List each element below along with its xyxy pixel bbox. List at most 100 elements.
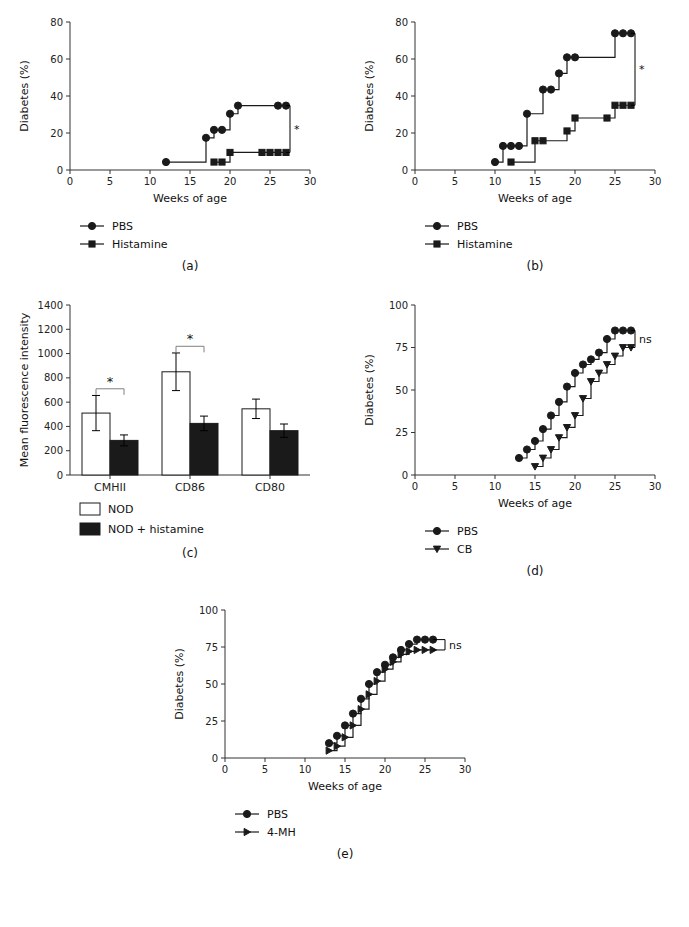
x-tick <box>495 475 496 479</box>
x-tick-label: 30 <box>304 176 317 187</box>
x-tick <box>655 170 656 174</box>
error-bar <box>172 353 180 391</box>
annotation: * <box>187 331 194 346</box>
point <box>564 128 570 134</box>
series-line <box>535 348 631 467</box>
significance-bracket <box>176 346 204 352</box>
point <box>210 126 217 133</box>
x-axis-label: Weeks of age <box>308 780 382 793</box>
x-tick <box>535 170 536 174</box>
point <box>547 86 554 93</box>
point <box>341 722 348 729</box>
point <box>612 102 618 108</box>
point <box>358 706 364 713</box>
x-tick <box>575 170 576 174</box>
y-tick <box>411 305 415 306</box>
x-tick-label: 5 <box>452 481 458 492</box>
point <box>620 102 626 108</box>
point <box>274 102 281 109</box>
y-tick-label: 1400 <box>38 300 63 311</box>
error-line <box>284 424 285 437</box>
point <box>563 383 570 390</box>
point <box>619 30 626 37</box>
point <box>611 327 618 334</box>
legend-label: PBS <box>457 220 478 233</box>
y-tick-label: 0 <box>57 165 63 176</box>
x-tick <box>190 475 191 479</box>
y-tick-label: 25 <box>205 716 218 727</box>
error-bar <box>120 435 128 446</box>
point <box>413 636 420 643</box>
point <box>579 361 586 368</box>
x-tick <box>425 758 426 762</box>
point <box>357 695 364 702</box>
point <box>571 369 578 376</box>
point <box>218 126 225 133</box>
point <box>587 356 594 363</box>
y-tick-label: 75 <box>395 342 408 353</box>
series-line <box>495 33 631 162</box>
legend-marker <box>88 222 95 229</box>
x-tick-label: 0 <box>67 176 73 187</box>
legend-label: NOD + histamine <box>108 523 204 536</box>
y-tick <box>66 22 70 23</box>
legend-swatch <box>80 523 100 535</box>
panel: 0200400600800100012001400Mean fluorescen… <box>18 300 310 561</box>
x-tick-label: 0 <box>412 481 418 492</box>
point <box>572 115 578 121</box>
y-tick-label: 50 <box>205 679 218 690</box>
plot-area <box>325 636 436 754</box>
x-axis-label: Weeks of age <box>498 497 572 510</box>
error-cap <box>92 395 100 396</box>
point <box>499 142 506 149</box>
x-tick <box>270 170 271 174</box>
error-cap <box>120 445 128 446</box>
panel-label: (e) <box>337 847 354 861</box>
point <box>571 413 578 419</box>
error-cap <box>200 416 208 417</box>
x-tick <box>615 170 616 174</box>
error-cap <box>120 434 128 435</box>
point <box>532 138 538 144</box>
x-tick-label: 20 <box>569 176 582 187</box>
x-tick <box>535 475 536 479</box>
y-axis-label: Diabetes (%) <box>173 648 186 719</box>
panel: 0255075100Diabetes (%)051015202530Weeks … <box>173 605 471 862</box>
x-tick-label: 10 <box>489 176 502 187</box>
error-line <box>256 399 257 418</box>
error-bar <box>200 416 208 431</box>
error-cap <box>172 352 180 353</box>
y-tick <box>411 347 415 348</box>
y-tick-label: 200 <box>44 445 63 456</box>
y-tick-label: 60 <box>50 54 63 65</box>
x-tick-label: CMHII <box>94 481 126 494</box>
point <box>539 426 546 433</box>
point <box>275 149 281 155</box>
y-tick <box>66 329 70 330</box>
error-line <box>124 435 125 446</box>
error-cap <box>252 418 260 419</box>
bar <box>270 431 298 475</box>
panel-label: (d) <box>527 564 544 578</box>
point <box>515 142 522 149</box>
point <box>202 134 209 141</box>
point <box>349 710 356 717</box>
y-tick-label: 0 <box>57 470 63 481</box>
x-tick-label: 15 <box>184 176 197 187</box>
x-tick-label: 0 <box>412 176 418 187</box>
error-line <box>96 395 97 430</box>
error-line <box>176 353 177 391</box>
bar <box>242 409 270 475</box>
y-tick-label: 800 <box>44 372 63 383</box>
error-cap <box>280 424 288 425</box>
panel-label: (c) <box>182 546 198 560</box>
y-tick <box>221 610 225 611</box>
x-tick-label: 20 <box>379 764 392 775</box>
x-tick-label: 30 <box>459 764 472 775</box>
significance-bracket <box>96 389 124 395</box>
legend-marker <box>433 222 440 229</box>
x-tick-label: CD86 <box>175 481 205 494</box>
plot-area <box>515 327 634 470</box>
x-tick-label: 25 <box>609 481 622 492</box>
x-tick <box>270 475 271 479</box>
